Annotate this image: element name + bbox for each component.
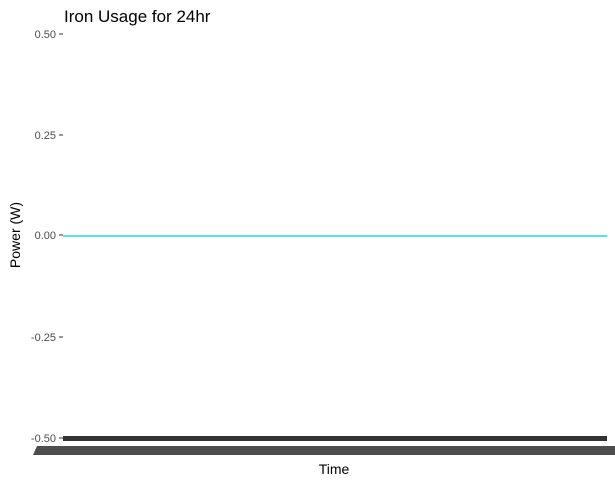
y-tick-label: -0.25 (31, 332, 56, 344)
y-tick-label: -0.50 (31, 433, 56, 445)
x-axis-bar (63, 436, 607, 441)
y-tick-label: 0.25 (35, 130, 56, 142)
y-axis: 0.50 0.25 0.00 -0.25 -0.50 (31, 29, 63, 445)
chart-title: Iron Usage for 24hr (64, 7, 211, 26)
x-axis-title: Time (319, 461, 350, 477)
y-tick-label: 0.50 (35, 29, 56, 41)
y-tick-label: 0.00 (35, 230, 56, 242)
y-axis-title: Power (W) (7, 202, 23, 268)
x-tick-labels-band (33, 446, 615, 455)
